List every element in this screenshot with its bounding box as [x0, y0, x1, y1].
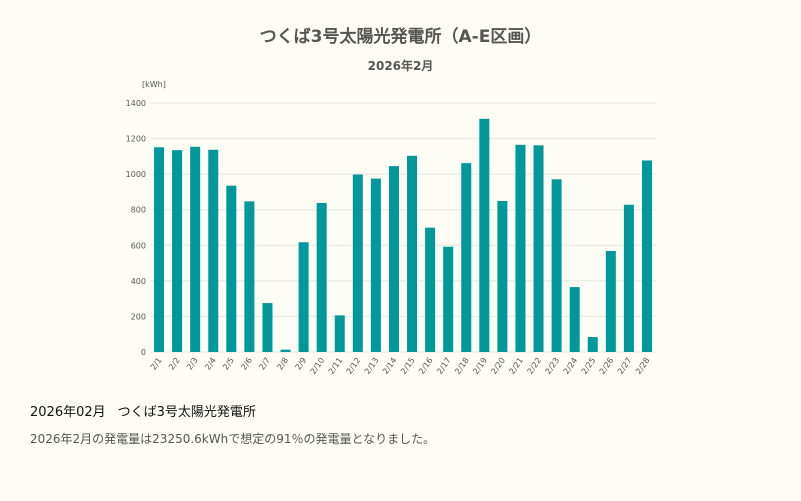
- y-tick-label: 1000: [126, 170, 146, 179]
- x-tick-label: 2/14: [381, 356, 399, 376]
- y-tick-label: 1400: [126, 99, 146, 108]
- bar-2-2: [172, 150, 183, 352]
- x-tick-label: 2/11: [327, 356, 345, 376]
- bar-2-1: [154, 147, 165, 352]
- summary-period: 2026年02月: [30, 405, 106, 420]
- bar-2-13: [370, 178, 381, 352]
- bar-2-12: [352, 174, 363, 352]
- bar-2-17: [443, 246, 454, 352]
- bar-2-25: [587, 337, 598, 352]
- x-tick-label: 2/3: [185, 356, 200, 372]
- bars: [154, 118, 652, 352]
- x-tick-label: 2/16: [417, 356, 435, 376]
- bar-2-26: [605, 250, 616, 352]
- x-tick-label: 2/9: [293, 356, 308, 372]
- x-tick-label: 2/27: [616, 356, 634, 376]
- y-tick-label: 800: [131, 206, 146, 215]
- x-axis-ticks: 2/1 2/2 2/3 2/4 2/5 2/6 2/7 2/8 2/9 2/10 2/11 2/12 2…: [149, 356, 652, 376]
- bar-2-23: [551, 179, 562, 352]
- x-tick-label: 2/12: [345, 356, 363, 376]
- bar-2-14: [388, 166, 399, 352]
- bar-2-8: [280, 349, 291, 352]
- x-tick-label: 2/22: [525, 356, 543, 376]
- x-tick-label: 2/5: [221, 356, 236, 372]
- bar-2-4: [208, 149, 219, 352]
- x-tick-label: 2/26: [598, 356, 616, 376]
- bar-2-11: [334, 315, 345, 352]
- summary-plant: つくば3号太陽光発電所: [117, 405, 256, 420]
- x-tick-label: 2/23: [544, 356, 562, 376]
- bar-2-16: [425, 227, 436, 352]
- y-tick-label: 200: [131, 312, 146, 321]
- bar-2-3: [190, 146, 201, 352]
- bar-2-10: [316, 202, 327, 352]
- y-tick-label: 400: [131, 277, 146, 286]
- bar-2-28: [641, 160, 652, 352]
- bar-2-18: [461, 163, 472, 352]
- bar-2-15: [407, 155, 418, 352]
- y-tick-label: 1200: [126, 135, 146, 144]
- bar-2-22: [533, 145, 544, 352]
- x-tick-label: 2/7: [257, 356, 272, 372]
- x-tick-label: 2/25: [580, 356, 598, 376]
- x-tick-label: 2/21: [507, 356, 525, 376]
- y-tick-label: 600: [131, 241, 146, 250]
- x-tick-label: 2/4: [203, 356, 218, 372]
- bar-2-19: [479, 118, 490, 352]
- summary-heading: 2026年02月 つくば3号太陽光発電所: [30, 401, 268, 420]
- x-tick-label: 2/17: [435, 356, 453, 376]
- bar-2-7: [262, 303, 273, 352]
- x-tick-label: 2/10: [309, 356, 327, 376]
- x-tick-label: 2/18: [453, 356, 471, 376]
- bar-2-24: [569, 287, 580, 352]
- gridlines: [150, 102, 656, 353]
- x-tick-label: 2/24: [562, 356, 580, 376]
- y-axis-ticks: 0 200 400 600 800 1000 1200 1400: [126, 99, 146, 357]
- bar-2-5: [226, 185, 237, 352]
- chart-title: つくば3号太陽光発電所（A-E区画）: [259, 27, 542, 47]
- chart-subtitle: 2026年2月: [367, 59, 434, 73]
- x-tick-label: 2/2: [167, 356, 182, 372]
- x-tick-label: 2/6: [239, 356, 254, 372]
- bar-2-20: [497, 200, 508, 352]
- x-tick-label: 2/13: [363, 356, 381, 376]
- x-tick-label: 2/15: [399, 356, 417, 376]
- x-tick-label: 2/19: [471, 356, 489, 376]
- summary-text: 2026年2月の発電量は23250.6kWhで想定の91％の発電量となりました。: [30, 432, 436, 446]
- x-tick-label: 2/28: [634, 356, 652, 376]
- y-tick-label: 0: [141, 348, 146, 357]
- x-tick-label: 2/1: [149, 356, 164, 372]
- bar-2-21: [515, 144, 526, 352]
- bar-2-27: [623, 204, 634, 352]
- x-tick-label: 2/8: [275, 356, 290, 372]
- bar-2-9: [298, 242, 309, 352]
- bar-2-6: [244, 201, 255, 352]
- x-tick-label: 2/20: [489, 356, 507, 376]
- y-axis-unit-label: [kWh]: [142, 80, 166, 89]
